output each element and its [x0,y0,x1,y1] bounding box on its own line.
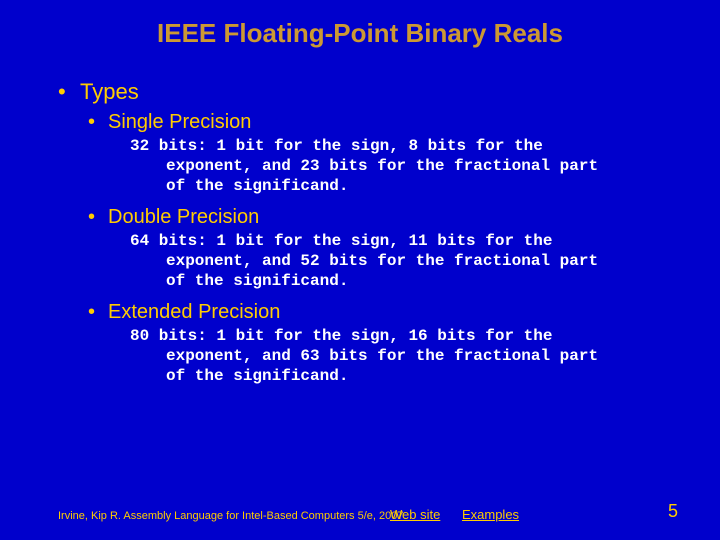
double-precision-detail: 64 bits: 1 bit for the sign, 11 bits for… [130,231,620,291]
single-precision-detail: 32 bits: 1 bit for the sign, 8 bits for … [130,136,620,196]
types-heading: Types [58,79,680,105]
website-link[interactable]: Web site [390,507,440,522]
page-number: 5 [668,501,678,522]
footer-links: Web site Examples [390,507,537,522]
single-precision-heading: Single Precision [88,111,680,134]
examples-link[interactable]: Examples [462,507,519,522]
slide-content: Types Single Precision 32 bits: 1 bit fo… [0,59,720,386]
extended-precision-detail: 80 bits: 1 bit for the sign, 16 bits for… [130,326,620,386]
extended-precision-heading: Extended Precision [88,301,680,324]
double-precision-heading: Double Precision [88,206,680,229]
slide-footer: Irvine, Kip R. Assembly Language for Int… [0,510,720,522]
slide-title: IEEE Floating-Point Binary Reals [0,0,720,59]
footer-citation: Irvine, Kip R. Assembly Language for Int… [58,510,407,522]
